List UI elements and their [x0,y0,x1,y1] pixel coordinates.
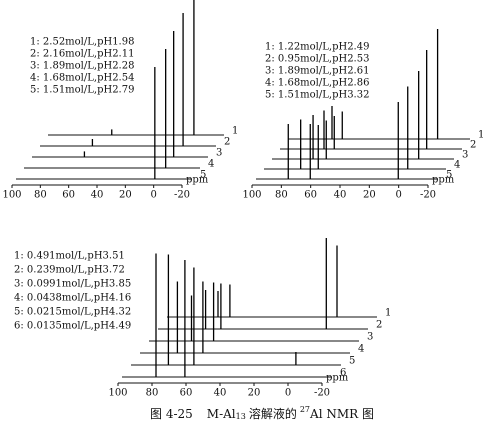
x-tick-label: 60 [304,190,317,201]
x-tick-label: 80 [146,388,159,399]
caption-superscript: 27 [300,405,310,414]
trace-label: 2 [376,320,382,331]
x-tick-label: 0 [150,190,156,201]
legend-entry: 5: 1.51mol/L,pH3.32 [265,90,369,101]
caption: 图 4-25 M-Al13 溶解液的 27Al NMR 图 [150,405,374,421]
x-tick-label: 100 [108,388,127,399]
legend-entry: 2: 0.95mol/L,pH2.53 [265,54,369,65]
x-tick-label: 80 [34,190,47,201]
trace-label: 3 [367,332,373,343]
x-tick-label: 40 [334,190,347,201]
trace-label: 5 [200,170,206,181]
trace-label: 2 [470,140,476,151]
x-axis-label: ppm [432,175,455,186]
legend-entry: 5: 1.51mol/L,pH2.79 [30,85,134,96]
x-tick-label: 20 [248,388,261,399]
caption-middle: 溶解液的 [249,406,297,421]
caption-figure: 图 4-25 [150,407,193,421]
trace-label: 6 [340,368,346,379]
legend-entry: 5: 0.0215mol/L,pH4.32 [14,307,131,318]
legend-entry: 3: 1.89mol/L,pH2.28 [30,61,134,72]
trace-label: 4 [358,344,364,355]
x-tick-label: 20 [363,190,376,201]
legend-entry: 1: 2.52mol/L,pH1.98 [30,37,134,48]
x-tick-label: -20 [174,190,190,201]
legend-entry: 4: 1.68mol/L,pH2.54 [30,73,134,84]
trace-label: 5 [446,170,452,181]
x-tick-label: 40 [91,190,104,201]
x-tick-label: 40 [214,388,227,399]
legend-entry: 3: 1.89mol/L,pH2.61 [265,66,369,77]
x-axis-label: ppm [326,373,349,384]
trace-label: 2 [224,137,230,148]
legend-entry: 3: 0.0991mol/L,pH3.85 [14,279,131,290]
legend-entry: 4: 1.68mol/L,pH2.86 [265,78,369,89]
trace-label: 4 [208,159,214,170]
x-tick-label: 100 [242,190,261,201]
x-tick-label: 80 [275,190,288,201]
trace-label: 1 [232,126,238,137]
legend-entry: 2: 2.16mol/L,pH2.11 [30,49,134,60]
x-tick-label: -20 [314,388,330,399]
x-tick-label: 0 [395,190,401,201]
legend-entry: 2: 0.239mol/L,pH3.72 [14,265,125,276]
x-tick-label: -20 [420,190,436,201]
legend-entry: 6: 0.0135mol/L,pH4.49 [14,321,131,332]
legend-entry: 1: 0.491mol/L,pH3.51 [14,251,125,262]
trace-label: 3 [462,150,468,161]
caption-compound: M-Al [207,407,236,421]
legend-entry: 4: 0.0438mol/L,pH4.16 [14,293,131,304]
trace-label: 5 [349,356,355,367]
caption-subscript: 13 [236,412,246,421]
caption-end: Al NMR 图 [309,407,374,421]
x-tick-label: 0 [285,388,291,399]
x-tick-label: 60 [62,190,75,201]
x-tick-label: 20 [119,190,132,201]
x-tick-label: 100 [2,190,21,201]
trace-label: 3 [216,148,222,159]
legend-entry: 1: 1.22mol/L,pH2.49 [265,42,369,53]
trace-label: 1 [385,308,391,319]
trace-label: 1 [478,130,484,141]
x-axis-label: ppm [186,175,209,186]
x-tick-label: 60 [180,388,193,399]
trace-label: 4 [454,160,460,171]
